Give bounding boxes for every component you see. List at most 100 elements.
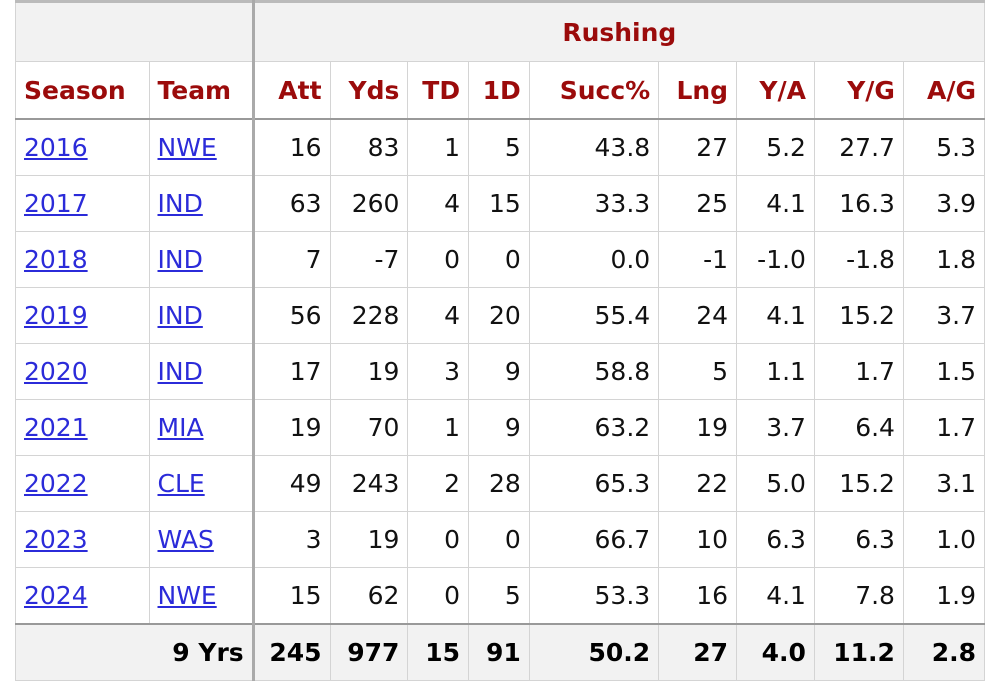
stat-cell: 3 (252, 511, 331, 568)
stat-cell: 27 (658, 118, 738, 176)
season-link[interactable]: 2018 (24, 245, 88, 274)
stat-cell: 1 (407, 118, 470, 176)
stat-cell: 1.8 (902, 231, 986, 288)
season-link[interactable]: 2023 (24, 525, 88, 554)
stat-cell: 17 (252, 343, 331, 400)
column-header: Y/A (736, 61, 815, 120)
season-link[interactable]: 2024 (24, 581, 88, 610)
team-link[interactable]: NWE (157, 581, 217, 610)
stat-cell: 6.4 (813, 399, 904, 456)
stat-cell: 9 (468, 399, 530, 456)
stat-cell: 7 (252, 231, 331, 288)
blank-header (15, 0, 255, 62)
data-row: 2018 IND 7 -7 0 0 0.0 -1 -1.0 -1.8 1.8 (15, 231, 986, 288)
stat-cell: 15.2 (813, 287, 904, 344)
stat-cell: 20 (468, 287, 530, 344)
team-link[interactable]: IND (157, 189, 203, 218)
stat-cell: 22 (658, 455, 738, 512)
stat-cell: 15 (252, 567, 331, 625)
stat-cell: 16.3 (813, 175, 904, 232)
stat-cell: 0.0 (528, 231, 660, 288)
stat-cell: 3.7 (902, 287, 986, 344)
team-cell: NWE (148, 567, 255, 625)
season-link[interactable]: 2017 (24, 189, 88, 218)
data-row: 2022 CLE 49 243 2 28 65.3 22 5.0 15.2 3.1 (15, 455, 986, 512)
stat-cell: 4 (407, 175, 470, 232)
stat-cell: 4 (407, 287, 470, 344)
group-header-row: Rushing (15, 0, 986, 62)
season-link[interactable]: 2016 (24, 133, 88, 162)
stat-cell: 6.3 (813, 511, 904, 568)
stat-cell: 5.3 (902, 118, 986, 176)
stat-cell: 4.1 (736, 567, 815, 625)
stat-cell: 19 (329, 511, 409, 568)
column-header: Team (148, 61, 255, 120)
stat-cell: 1 (407, 399, 470, 456)
footer-stat: 4.0 (736, 623, 815, 681)
stat-cell: -1.0 (736, 231, 815, 288)
season-cell: 2017 (15, 175, 150, 232)
stat-cell: 58.8 (528, 343, 660, 400)
stat-cell: 1.7 (902, 399, 986, 456)
season-link[interactable]: 2019 (24, 301, 88, 330)
season-cell: 2016 (15, 118, 150, 176)
season-link[interactable]: 2020 (24, 357, 88, 386)
team-link[interactable]: WAS (157, 525, 214, 554)
season-cell: 2018 (15, 231, 150, 288)
column-header: A/G (902, 61, 986, 120)
stat-cell: 5.2 (736, 118, 815, 176)
data-row: 2019 IND 56 228 4 20 55.4 24 4.1 15.2 3.7 (15, 287, 986, 344)
stat-cell: 15.2 (813, 455, 904, 512)
stat-cell: 28 (468, 455, 530, 512)
stat-cell: 16 (252, 118, 331, 176)
stat-cell: 56 (252, 287, 331, 344)
stat-cell: 27.7 (813, 118, 904, 176)
team-link[interactable]: CLE (157, 469, 205, 498)
stat-cell: 5 (658, 343, 738, 400)
team-cell: WAS (148, 511, 255, 568)
stat-cell: 15 (468, 175, 530, 232)
stat-cell: 0 (468, 231, 530, 288)
team-link[interactable]: NWE (157, 133, 217, 162)
column-header: Lng (658, 61, 738, 120)
team-cell: NWE (148, 118, 255, 176)
footer-row: 9 Yrs 245 977 15 91 50.2 27 4.0 11.2 2.8 (15, 623, 986, 681)
stat-cell: 5 (468, 567, 530, 625)
footer-stat: 50.2 (528, 623, 660, 681)
footer-stat: 27 (658, 623, 738, 681)
team-cell: MIA (148, 399, 255, 456)
season-cell: 2021 (15, 399, 150, 456)
stat-cell: 2 (407, 455, 470, 512)
stat-cell: 19 (658, 399, 738, 456)
stat-cell: -1 (658, 231, 738, 288)
stat-cell: 228 (329, 287, 409, 344)
data-row: 2024 NWE 15 62 0 5 53.3 16 4.1 7.8 1.9 (15, 567, 986, 625)
stat-cell: -1.8 (813, 231, 904, 288)
stat-cell: 0 (468, 511, 530, 568)
team-cell: IND (148, 231, 255, 288)
stat-cell: 260 (329, 175, 409, 232)
stat-cell: 19 (329, 343, 409, 400)
stat-cell: 3 (407, 343, 470, 400)
stat-cell: 5.0 (736, 455, 815, 512)
team-cell: IND (148, 287, 255, 344)
data-row: 2023 WAS 3 19 0 0 66.7 10 6.3 6.3 1.0 (15, 511, 986, 568)
data-row: 2016 NWE 16 83 1 5 43.8 27 5.2 27.7 5.3 (15, 118, 986, 176)
season-cell: 2020 (15, 343, 150, 400)
stat-cell: 43.8 (528, 118, 660, 176)
footer-stat: 15 (407, 623, 470, 681)
stat-cell: 10 (658, 511, 738, 568)
stat-cell: 9 (468, 343, 530, 400)
column-header: Att (252, 61, 331, 120)
team-link[interactable]: MIA (157, 413, 204, 442)
season-link[interactable]: 2021 (24, 413, 88, 442)
team-link[interactable]: IND (157, 245, 203, 274)
footer-label: 9 Yrs (15, 623, 255, 681)
stat-cell: 0 (407, 231, 470, 288)
stat-cell: 49 (252, 455, 331, 512)
season-link[interactable]: 2022 (24, 469, 88, 498)
team-link[interactable]: IND (157, 357, 203, 386)
team-link[interactable]: IND (157, 301, 203, 330)
stat-cell: 63 (252, 175, 331, 232)
stat-cell: 55.4 (528, 287, 660, 344)
